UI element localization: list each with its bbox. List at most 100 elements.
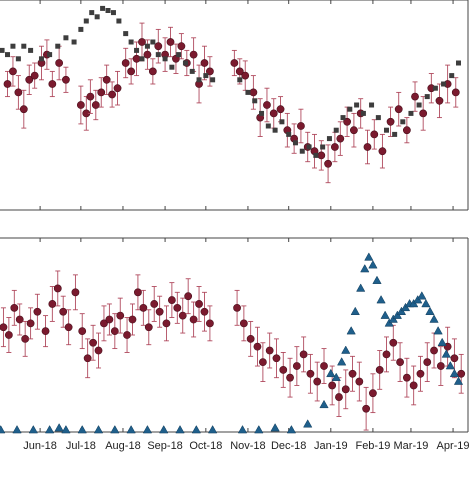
data-point-triangle — [380, 310, 390, 319]
data-point-circle — [341, 385, 350, 394]
data-point-triangle — [433, 326, 443, 335]
data-point-circle — [396, 358, 404, 367]
data-point-circle — [116, 311, 125, 320]
data-point-circle — [55, 59, 64, 67]
data-point-square — [383, 127, 389, 133]
data-point-triangle — [207, 425, 218, 434]
data-point-circle — [184, 292, 193, 301]
x-tick-label: Aug-18 — [105, 440, 140, 452]
data-point-circle — [313, 377, 322, 386]
data-point-square — [123, 31, 129, 37]
data-point-triangle — [12, 425, 22, 434]
data-point-triangle — [331, 372, 341, 381]
data-point-circle — [173, 303, 182, 312]
data-point-circle — [258, 358, 267, 367]
data-point-circle — [386, 117, 395, 126]
data-point-triangle — [303, 419, 313, 428]
data-point-circle — [91, 101, 100, 109]
data-point-square — [176, 52, 182, 58]
data-point-triangle — [437, 337, 447, 347]
data-point-circle — [83, 354, 92, 363]
data-point-circle — [423, 358, 432, 367]
data-point-circle — [394, 105, 403, 114]
data-point-circle — [62, 75, 70, 84]
data-point-square — [354, 102, 360, 108]
data-point-circle — [105, 315, 114, 324]
data-point-square — [272, 127, 278, 133]
data-point-circle — [0, 323, 8, 332]
data-point-circle — [335, 393, 343, 401]
data-point-square — [333, 127, 339, 133]
data-point-triangle — [77, 425, 87, 434]
data-point-square — [63, 35, 69, 41]
data-point-circle — [355, 377, 364, 386]
data-point-circle — [246, 334, 255, 343]
data-point-square — [38, 56, 44, 62]
data-point-square — [245, 89, 251, 95]
data-point-circle — [195, 300, 203, 308]
data-point-circle — [363, 143, 372, 151]
data-point-circle — [4, 331, 13, 339]
data-point-circle — [14, 88, 23, 97]
data-point-circle — [21, 334, 30, 343]
data-point-circle — [299, 350, 308, 359]
data-point-triangle — [449, 368, 460, 378]
data-point-circle — [155, 307, 164, 316]
data-point-circle — [48, 300, 57, 308]
series-2 — [0, 252, 464, 434]
data-point-square — [347, 106, 353, 112]
data-point-triangle — [326, 368, 336, 378]
data-point-triangle — [44, 425, 55, 434]
data-point-square — [279, 119, 285, 125]
series-1 — [3, 22, 460, 184]
data-point-square — [150, 39, 156, 45]
data-point-circle — [263, 101, 271, 109]
x-tick-labels: Jun-18 Jul-18 Aug-18 Sep-18 Oct-18 Nov-18 Dec-… — [23, 440, 469, 452]
data-point-square — [326, 136, 332, 142]
data-point-circle — [306, 369, 315, 378]
data-point-square — [71, 39, 77, 45]
data-point-square — [416, 102, 422, 108]
data-point-triangle — [142, 425, 153, 434]
data-point-circle — [30, 71, 39, 80]
data-point-circle — [33, 307, 42, 316]
data-point-triangle — [364, 252, 374, 261]
data-point-circle — [320, 362, 328, 370]
data-point-circle — [162, 319, 171, 328]
data-point-triangle — [341, 345, 351, 354]
data-point-square — [169, 64, 175, 70]
data-point-circle — [253, 342, 262, 351]
data-point-triangle — [356, 283, 366, 292]
data-point-circle — [419, 109, 428, 118]
data-point-triangle — [445, 361, 455, 370]
data-point-square — [78, 26, 84, 32]
data-point-square — [0, 47, 5, 53]
data-point-triangle — [337, 357, 347, 366]
data-point-square — [286, 131, 292, 137]
data-point-square — [432, 85, 438, 91]
data-point-circle — [25, 75, 34, 84]
x-tick-label: Oct-18 — [189, 440, 222, 452]
data-point-square — [237, 77, 243, 83]
data-point-circle — [148, 67, 157, 76]
data-point-circle — [41, 327, 50, 336]
data-point-square — [424, 94, 430, 100]
data-point-square — [89, 10, 95, 16]
data-point-circle — [206, 319, 214, 328]
data-point-circle — [272, 354, 281, 363]
data-point-square — [392, 131, 398, 137]
data-point-square — [116, 18, 122, 24]
data-point-circle — [102, 75, 111, 84]
data-point-circle — [144, 323, 153, 332]
data-point-circle — [76, 101, 85, 109]
data-point-circle — [53, 284, 62, 293]
data-point-square — [94, 14, 100, 20]
data-point-square — [55, 43, 61, 49]
data-point-square — [400, 119, 406, 125]
data-point-circle — [382, 350, 391, 359]
data-point-circle — [189, 50, 198, 59]
data-point-triangle — [254, 425, 264, 434]
data-point-square — [360, 110, 366, 116]
data-point-square — [320, 144, 326, 150]
